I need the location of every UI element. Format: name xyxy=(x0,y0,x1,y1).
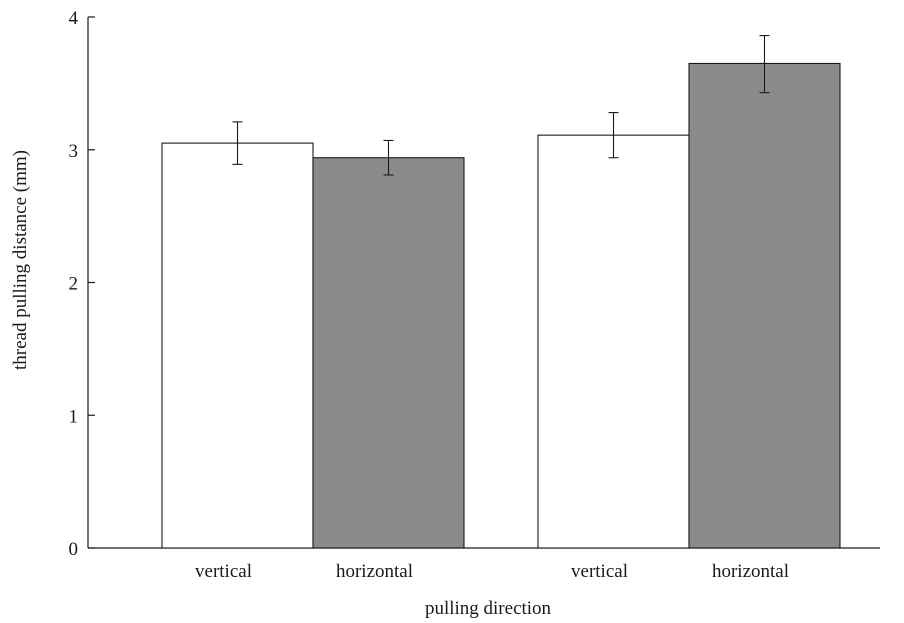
category-label: vertical xyxy=(195,561,252,582)
bar-vertical xyxy=(161,142,314,549)
category-labels: vertical horizontal vertical horizontal xyxy=(195,561,789,582)
category-label: horizontal xyxy=(336,561,413,582)
y-tick-label: 2 xyxy=(69,274,79,295)
bar-horizontal xyxy=(312,157,465,549)
bars xyxy=(161,62,841,549)
category-label: vertical xyxy=(571,561,628,582)
y-axis-title: thread pulling distance (mm) xyxy=(10,150,31,370)
y-tick-label: 4 xyxy=(69,8,79,29)
y-ticks: 0 1 2 3 4 xyxy=(69,8,95,560)
bar-horizontal xyxy=(688,62,841,549)
y-tick-label: 1 xyxy=(69,406,79,427)
bar-vertical xyxy=(537,134,690,549)
x-axis-title: pulling direction xyxy=(425,598,552,619)
error-bars xyxy=(232,35,770,176)
y-tick-label: 0 xyxy=(69,539,79,560)
y-tick-label: 3 xyxy=(69,141,79,162)
category-label: horizontal xyxy=(712,561,789,582)
